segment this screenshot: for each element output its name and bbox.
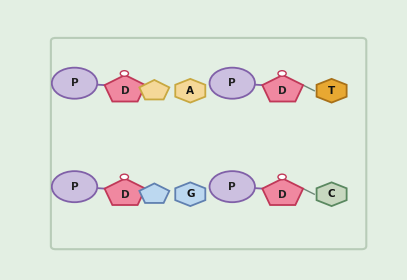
Polygon shape [317, 182, 347, 206]
Text: A: A [186, 86, 194, 96]
Polygon shape [105, 178, 145, 205]
Text: D: D [121, 190, 129, 200]
Polygon shape [317, 79, 347, 102]
Text: T: T [328, 86, 335, 96]
Polygon shape [175, 79, 205, 102]
Text: P: P [71, 182, 78, 192]
Circle shape [278, 174, 286, 180]
Circle shape [210, 171, 255, 202]
Polygon shape [175, 182, 205, 206]
Polygon shape [139, 80, 169, 99]
Polygon shape [105, 75, 145, 102]
Circle shape [210, 68, 255, 99]
Circle shape [120, 174, 129, 180]
Circle shape [120, 71, 129, 76]
Text: D: D [278, 190, 287, 200]
Circle shape [278, 71, 286, 76]
Polygon shape [139, 183, 169, 203]
Polygon shape [263, 75, 303, 102]
Text: D: D [121, 86, 129, 96]
Text: G: G [186, 189, 195, 199]
Text: C: C [328, 189, 335, 199]
Text: P: P [228, 78, 236, 88]
Text: D: D [278, 86, 287, 96]
Text: P: P [228, 182, 236, 192]
Text: P: P [71, 78, 78, 88]
Circle shape [52, 171, 97, 202]
Polygon shape [263, 178, 303, 205]
Circle shape [52, 68, 97, 99]
